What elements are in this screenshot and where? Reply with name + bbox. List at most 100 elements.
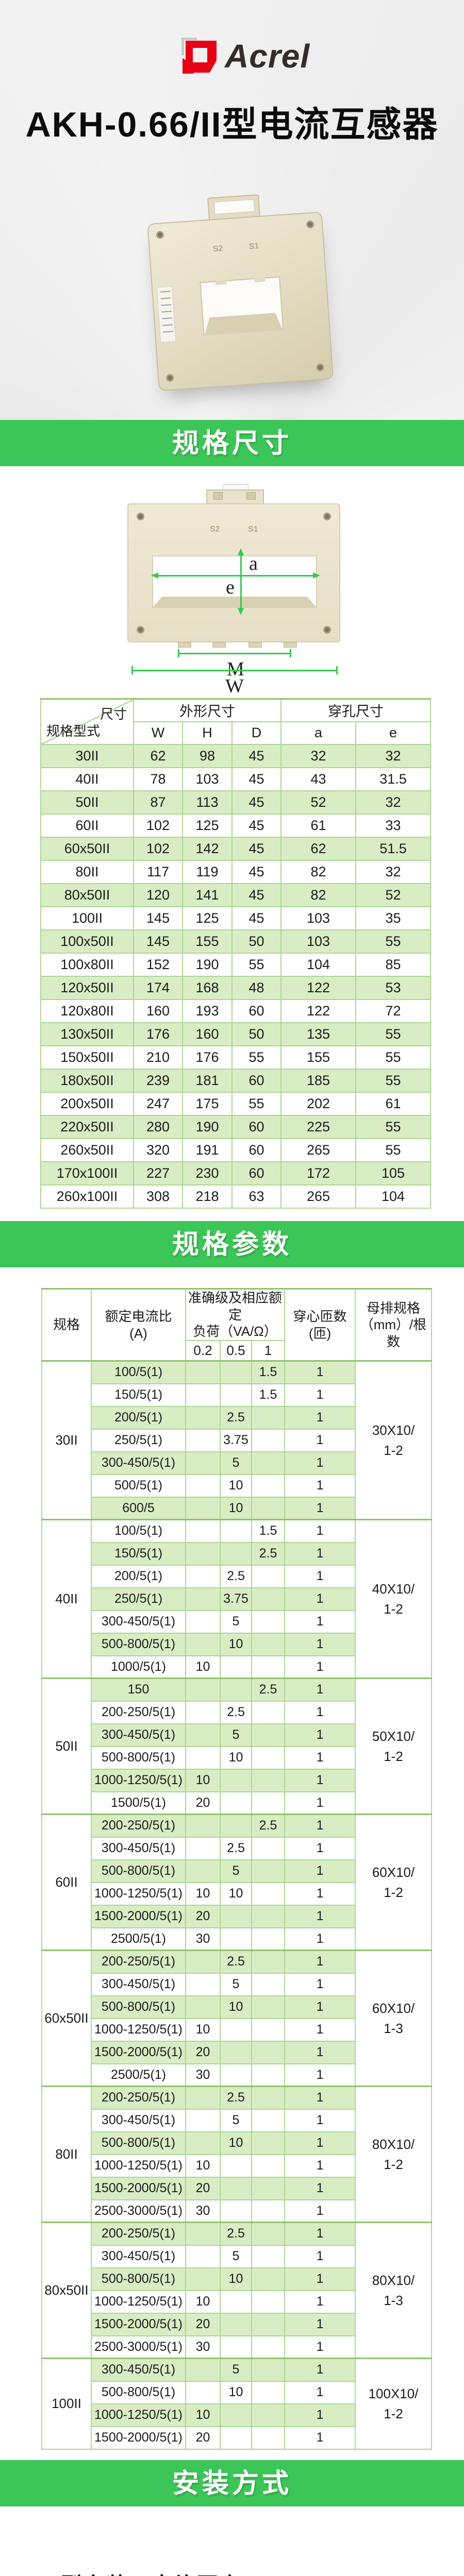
param-acc1-cell xyxy=(251,2108,286,2132)
dim-cell: 45 xyxy=(231,790,282,815)
param-acc1-cell xyxy=(251,1451,286,1475)
dim-cell: 103 xyxy=(280,906,357,930)
param-acc02-cell xyxy=(185,2086,221,2110)
dim-cell: 185 xyxy=(280,1068,357,1093)
screw-hole xyxy=(156,231,164,240)
dim-cell: 265 xyxy=(280,1138,357,1162)
param-acc1-cell xyxy=(251,2086,286,2110)
param-acc1-cell xyxy=(251,2358,286,2382)
param-ratio-cell: 1000-1250/5(1) xyxy=(91,1768,186,1792)
param-header-acc-class: 0.5 xyxy=(220,1340,252,1362)
param-acc02-cell: 20 xyxy=(185,2312,221,2336)
dim-cell: 225 xyxy=(280,1114,357,1139)
window-notch xyxy=(215,280,227,285)
param-acc05-cell xyxy=(220,1360,252,1384)
param-ratio-cell: 500-800/5(1) xyxy=(91,1995,186,2019)
dim-cell: 55 xyxy=(355,1068,432,1093)
dim-cell: 117 xyxy=(133,859,183,884)
param-acc05-cell xyxy=(220,2018,252,2042)
param-ratio-cell: 1500-2000/5(1) xyxy=(91,2426,186,2450)
dim-cell: 55 xyxy=(355,1138,432,1162)
diagram-window-shade xyxy=(152,597,317,608)
params-table-grid: 规格 额定电流比 (A) 准确级及相应额定 负荷（VA/Ω） 穿心匝数 (匝) 母排规格… xyxy=(41,1288,433,2450)
param-acc05-cell xyxy=(220,1655,252,1679)
param-header-ratio: 额定电流比 (A) xyxy=(91,1288,186,1362)
dim-cell: 141 xyxy=(182,883,233,907)
dim-col-header: D xyxy=(231,721,282,745)
dim-cell: 170x100II xyxy=(40,1161,134,1185)
dim-cell: 176 xyxy=(133,1022,183,1046)
param-turns-cell: 1 xyxy=(284,1473,356,1498)
dim-cell: 142 xyxy=(182,836,233,861)
body-width-label: W xyxy=(225,675,244,697)
param-acc02-cell: 10 xyxy=(185,2290,221,2314)
dim-cell: 239 xyxy=(133,1068,183,1093)
dim-cell: 180x50II xyxy=(40,1068,134,1093)
param-turns-cell: 1 xyxy=(284,1950,356,1974)
param-acc02-cell: 10 xyxy=(185,2403,221,2427)
dim-cell: 160 xyxy=(133,998,183,1023)
dim-cell: 102 xyxy=(133,836,183,861)
param-acc1-cell xyxy=(251,1859,286,1883)
dim-cell: 32 xyxy=(355,743,432,768)
param-ratio-cell: 1000-1250/5(1) xyxy=(91,2154,186,2178)
acrel-logo-icon xyxy=(181,38,219,75)
param-acc05-cell: 10 xyxy=(220,1473,252,1498)
param-acc02-cell xyxy=(185,1405,221,1430)
param-ratio-cell: 150 xyxy=(91,1677,186,1702)
param-acc05-cell xyxy=(220,1904,252,1928)
acrel-logo: Acrel xyxy=(181,36,310,76)
param-spec-cell: 80II xyxy=(41,2086,92,2223)
param-acc1-cell xyxy=(251,2380,286,2404)
product-window xyxy=(200,276,284,336)
dim-cell: 230 xyxy=(182,1161,233,1185)
param-header-accuracy: 准确级及相应额定 负荷（VA/Ω） xyxy=(185,1288,286,1341)
dim-cell: 98 xyxy=(182,743,233,768)
param-spec-cell: 60II xyxy=(41,1814,92,1951)
dim-cell: 105 xyxy=(355,1161,432,1185)
dim-cell: 32 xyxy=(355,859,432,884)
dim-cell: 45 xyxy=(231,836,282,861)
tick xyxy=(178,649,179,657)
param-turns-cell: 1 xyxy=(284,1655,356,1679)
param-acc05-cell: 10 xyxy=(220,2380,252,2404)
param-acc05-cell: 10 xyxy=(220,1995,252,2019)
dim-cell: 155 xyxy=(280,1045,357,1070)
arrow-head-up xyxy=(238,548,244,555)
param-acc02-cell xyxy=(185,1428,221,1452)
param-acc1-cell xyxy=(251,1723,286,1747)
param-acc02-cell: 10 xyxy=(185,2018,221,2042)
param-acc02-cell xyxy=(185,2267,221,2291)
diagram-terminal-mark-s2: S2 xyxy=(210,525,220,534)
dim-cell: 120x80II xyxy=(40,998,134,1023)
param-acc1-cell xyxy=(251,2176,286,2200)
dim-cell: 200x50II xyxy=(40,1091,134,1116)
param-acc1-cell: 2.5 xyxy=(251,1677,286,1702)
param-acc05-cell xyxy=(220,2176,252,2200)
arrow-head-left xyxy=(151,572,158,579)
dim-cell: 45 xyxy=(231,743,282,768)
param-acc02-cell xyxy=(185,1972,221,1996)
screw-hole xyxy=(316,363,325,371)
param-ratio-cell: 600/5 xyxy=(91,1496,186,1520)
dim-cell: 308 xyxy=(133,1184,183,1209)
param-acc02-cell: 20 xyxy=(185,1791,221,1815)
diagram-foot xyxy=(212,642,226,648)
param-turns-cell: 1 xyxy=(284,2358,356,2382)
param-acc02-cell: 30 xyxy=(185,2063,221,2087)
diagram-terminal-screw xyxy=(246,492,256,500)
param-ratio-cell: 500/5(1) xyxy=(91,1473,186,1498)
param-acc05-cell: 5 xyxy=(220,1859,252,1883)
param-turns-cell: 1 xyxy=(284,1700,356,1724)
param-acc02-cell xyxy=(185,1859,221,1883)
dim-cell: 55 xyxy=(231,1045,282,1070)
dim-cell: 155 xyxy=(182,929,233,954)
dim-cell: 55 xyxy=(355,1022,432,1046)
param-turns-cell: 1 xyxy=(284,2199,356,2223)
param-busbar-cell: 100X10/ 1-2 xyxy=(355,2358,433,2450)
arrow-head-right xyxy=(313,572,320,579)
param-acc05-cell: 10 xyxy=(220,2267,252,2291)
param-acc05-cell: 2.5 xyxy=(220,1700,252,1724)
dim-cell: 52 xyxy=(280,790,357,815)
